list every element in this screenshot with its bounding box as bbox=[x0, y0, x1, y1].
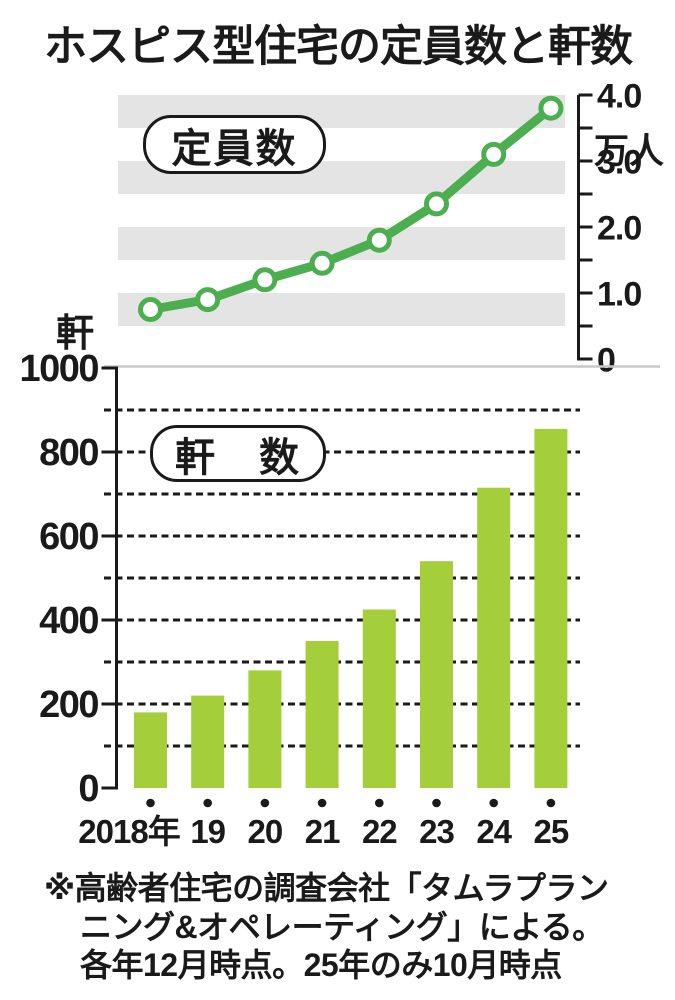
capacity-y-tick-label: 2.0 bbox=[597, 210, 641, 248]
source-footnote: ※高齢者住宅の調査会社「タムラプラン ニング&オペレーティング」による。 各年1… bbox=[44, 869, 664, 985]
count-y-tick-label: 400 bbox=[39, 600, 98, 642]
x-axis-label-2018年: 2018年 bbox=[78, 813, 180, 850]
count-bar-24 bbox=[477, 487, 511, 788]
x-axis-dot bbox=[432, 798, 441, 808]
count-y-tick-label: 0 bbox=[78, 768, 98, 810]
count-series-badge: 軒 数 bbox=[150, 425, 326, 482]
x-axis-label-23: 23 bbox=[419, 813, 454, 850]
capacity-point-23 bbox=[424, 191, 449, 217]
x-axis-label-25: 25 bbox=[534, 813, 569, 850]
capacity-y-tick-label: 3.0 bbox=[597, 144, 641, 182]
x-axis-dot bbox=[546, 798, 556, 808]
capacity-point-22 bbox=[366, 227, 392, 253]
count-bar-20 bbox=[248, 670, 282, 788]
count-bar-2018年 bbox=[134, 712, 167, 788]
footnote-line-2: ニング&オペレーティング」による。 bbox=[80, 908, 604, 945]
x-axis-label-21: 21 bbox=[305, 813, 340, 850]
count-series-label: 軒 数 bbox=[175, 435, 301, 480]
capacity-unit-label: 万人 bbox=[594, 132, 665, 171]
capacity-point-21 bbox=[309, 250, 335, 276]
count-unit-label: 軒 bbox=[56, 313, 95, 355]
count-y-tick-label: 200 bbox=[39, 684, 98, 726]
capacity-point-19 bbox=[195, 287, 221, 313]
capacity-series-label: 定員数 bbox=[171, 126, 298, 171]
count-bar-21 bbox=[305, 641, 339, 788]
capacity-y-tick-label: 0 bbox=[597, 342, 615, 380]
capacity-series-badge: 定員数 bbox=[143, 115, 326, 174]
x-axis-dot bbox=[203, 798, 212, 808]
x-axis-dot bbox=[260, 798, 270, 808]
count-y-tick-label: 800 bbox=[39, 432, 98, 474]
capacity-y-tick-label: 4.0 bbox=[597, 78, 641, 116]
footnote-line-1: ※高齢者住宅の調査会社「タムラプラン bbox=[44, 870, 609, 906]
x-axis-label-19: 19 bbox=[190, 813, 225, 850]
x-axis-label-24: 24 bbox=[476, 813, 512, 850]
footnote-line-3: 各年12月時点。25年のみ10月時点 bbox=[80, 947, 562, 983]
count-bar-19 bbox=[191, 695, 225, 788]
capacity-point-2018 bbox=[138, 297, 163, 322]
count-y-tick-label: 1000 bbox=[19, 348, 98, 390]
capacity-point-24 bbox=[481, 141, 507, 167]
page-title: ホスピス型住宅の定員数と軒数 bbox=[44, 23, 633, 71]
x-axis-dot bbox=[489, 798, 499, 808]
capacity-point-20 bbox=[252, 267, 278, 293]
x-axis-label-20: 20 bbox=[248, 813, 283, 850]
count-bar-23 bbox=[420, 561, 453, 788]
x-axis-label-22: 22 bbox=[362, 813, 397, 850]
capacity-point-25 bbox=[538, 95, 564, 121]
count-bar-25 bbox=[534, 428, 568, 788]
x-axis-dot bbox=[375, 798, 384, 808]
x-axis-dot bbox=[317, 798, 327, 808]
count-y-tick-label: 600 bbox=[39, 516, 98, 558]
count-bar-22 bbox=[362, 609, 396, 788]
capacity-y-tick-label: 1.0 bbox=[597, 276, 641, 314]
background-stripe bbox=[118, 293, 565, 326]
x-axis-dot bbox=[146, 798, 155, 808]
